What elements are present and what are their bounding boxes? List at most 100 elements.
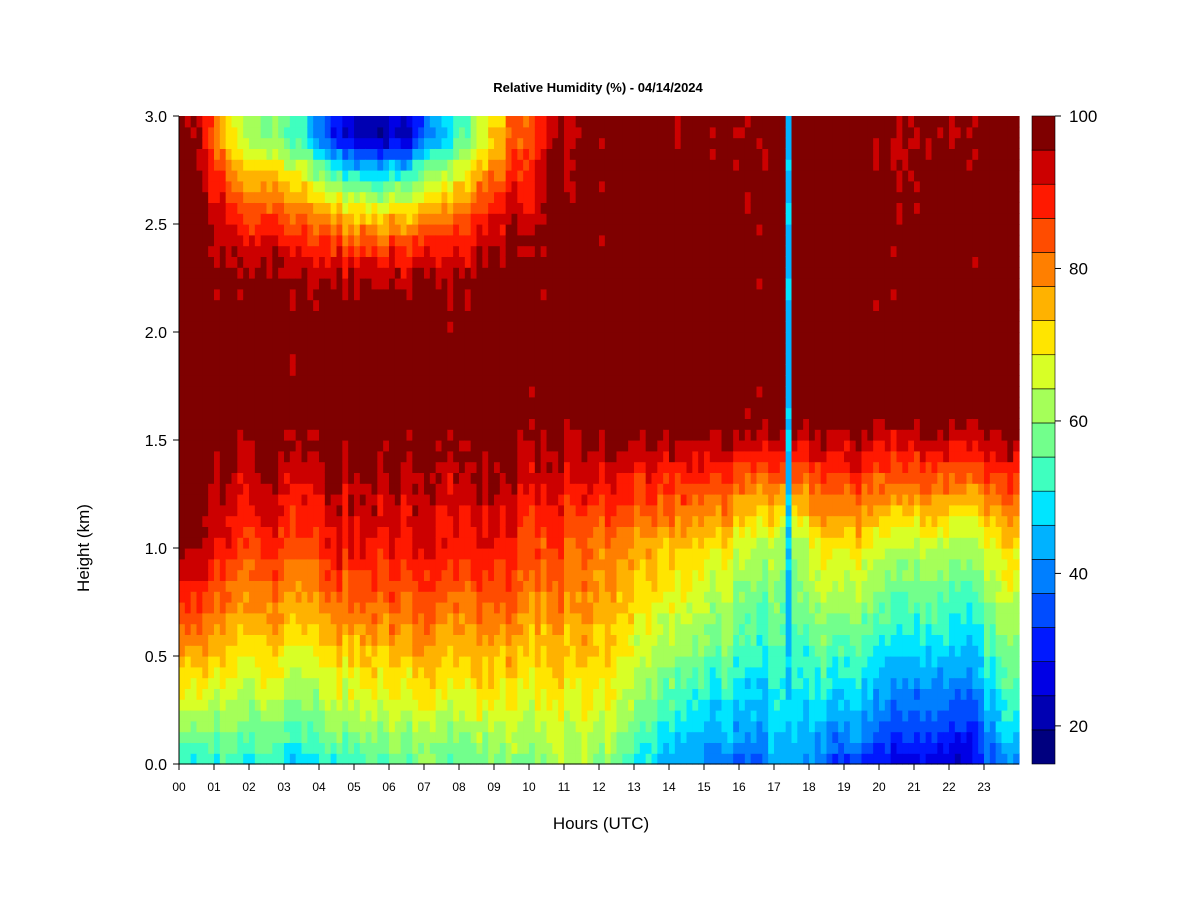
heatmap-cell [377, 526, 384, 538]
heatmap-cell [231, 116, 238, 128]
heatmap-cell [494, 731, 501, 743]
heatmap-cell [599, 148, 606, 160]
heatmap-cell [348, 213, 355, 225]
heatmap-cell [394, 224, 402, 236]
heatmap-cell [505, 634, 513, 646]
heatmap-cell [295, 234, 303, 247]
heatmap-cell [447, 612, 454, 625]
heatmap-cell [494, 375, 501, 387]
heatmap-cell [319, 710, 326, 722]
heatmap-cell [593, 396, 600, 409]
heatmap-cell [540, 364, 548, 376]
heatmap-cell [394, 321, 402, 333]
heatmap-cell [243, 720, 250, 733]
heatmap-cell [266, 688, 273, 700]
heatmap-cell [342, 623, 349, 635]
heatmap-cell [476, 494, 483, 506]
heatmap-cell [377, 180, 384, 193]
heatmap-cell [435, 299, 443, 311]
heatmap-cell [564, 418, 571, 430]
heatmap-cell [581, 569, 588, 581]
heatmap-cell [447, 418, 454, 430]
heatmap-cell [546, 353, 553, 365]
heatmap-cell [616, 666, 623, 679]
heatmap-cell [575, 180, 583, 193]
heatmap-cell [266, 418, 273, 430]
heatmap-cell [208, 591, 215, 603]
heatmap-cell [499, 224, 507, 236]
heatmap-cell [575, 148, 583, 160]
heatmap-cell [534, 537, 542, 549]
heatmap-cell [389, 753, 396, 765]
heatmap-cell [412, 364, 419, 376]
heatmap-cell [505, 472, 513, 484]
heatmap-cell [383, 753, 390, 765]
heatmap-cell [394, 353, 402, 365]
heatmap-cell [494, 569, 501, 581]
heatmap-cell [208, 116, 215, 128]
heatmap-cell [330, 396, 338, 409]
heatmap-cell [179, 137, 186, 149]
heatmap-cell [651, 191, 658, 203]
heatmap-cell [377, 342, 384, 355]
heatmap-cell [225, 526, 233, 538]
heatmap-cell [324, 515, 332, 527]
heatmap-cell [511, 710, 518, 722]
heatmap-cell [645, 548, 653, 560]
heatmap-cell [336, 342, 343, 355]
heatmap-cell [581, 137, 588, 149]
heatmap-cell [214, 569, 221, 581]
heatmap-cell [418, 213, 425, 225]
heatmap-cell [418, 170, 425, 182]
heatmap-cell [564, 375, 571, 387]
heatmap-cell [196, 278, 203, 290]
heatmap-cell [406, 386, 413, 398]
heatmap-cell [464, 137, 472, 149]
heatmap-cell [511, 332, 518, 344]
heatmap-cell [406, 407, 413, 419]
heatmap-cell [645, 666, 653, 679]
heatmap-cell [208, 180, 215, 193]
heatmap-cell [610, 418, 618, 430]
heatmap-cell [569, 159, 577, 171]
heatmap-cell [546, 483, 553, 495]
heatmap-cell [394, 591, 402, 603]
heatmap-cell [389, 342, 396, 355]
heatmap-cell [260, 504, 268, 517]
heatmap-cell [639, 450, 647, 463]
heatmap-cell [447, 180, 454, 193]
heatmap-cell [266, 267, 273, 279]
heatmap-cell [219, 461, 227, 473]
heatmap-cell [365, 537, 373, 549]
heatmap-cell [534, 396, 542, 409]
heatmap-cell [289, 569, 297, 581]
heatmap-cell [196, 558, 203, 571]
heatmap-cell [628, 569, 635, 581]
heatmap-cell [400, 440, 408, 452]
heatmap-cell [546, 742, 553, 754]
heatmap-cell [494, 116, 501, 128]
heatmap-cell [377, 364, 384, 376]
heatmap-cell [219, 742, 227, 754]
heatmap-cell [284, 602, 291, 614]
heatmap-cell [208, 472, 215, 484]
heatmap-cell [254, 699, 262, 711]
heatmap-cell [604, 278, 612, 290]
heatmap-cell [324, 699, 332, 711]
heatmap-cell [447, 310, 454, 322]
heatmap-cell [313, 688, 320, 700]
heatmap-cell [488, 558, 495, 571]
heatmap-cell [599, 396, 606, 409]
heatmap-cell [208, 515, 215, 527]
heatmap-cell [179, 677, 186, 689]
heatmap-cell [266, 699, 273, 711]
heatmap-cell [365, 504, 373, 517]
heatmap-cell [196, 418, 203, 430]
heatmap-cell [569, 699, 577, 711]
heatmap-cell [552, 213, 559, 225]
heatmap-cell [394, 666, 402, 679]
heatmap-cell [231, 159, 238, 171]
heatmap-cell [231, 504, 238, 517]
heatmap-cell [534, 569, 542, 581]
heatmap-cell [354, 375, 361, 387]
